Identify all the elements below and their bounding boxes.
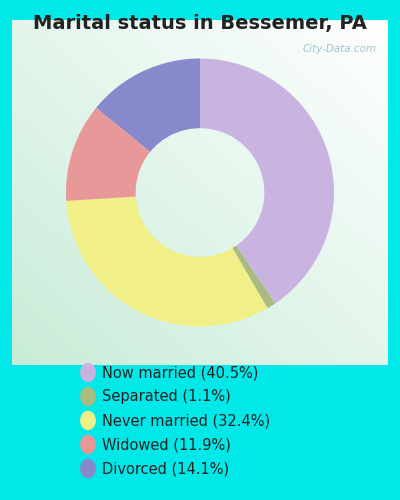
- Text: Widowed (11.9%): Widowed (11.9%): [102, 437, 231, 452]
- Wedge shape: [96, 58, 200, 152]
- Text: Separated (1.1%): Separated (1.1%): [102, 389, 231, 404]
- Wedge shape: [66, 108, 150, 201]
- Wedge shape: [232, 246, 275, 308]
- Text: Divorced (14.1%): Divorced (14.1%): [102, 461, 229, 476]
- Wedge shape: [200, 58, 334, 304]
- Text: Now married (40.5%): Now married (40.5%): [102, 365, 258, 380]
- Text: Marital status in Bessemer, PA: Marital status in Bessemer, PA: [33, 14, 367, 32]
- Wedge shape: [66, 196, 268, 326]
- Text: City-Data.com: City-Data.com: [302, 44, 377, 54]
- Text: Never married (32.4%): Never married (32.4%): [102, 413, 270, 428]
